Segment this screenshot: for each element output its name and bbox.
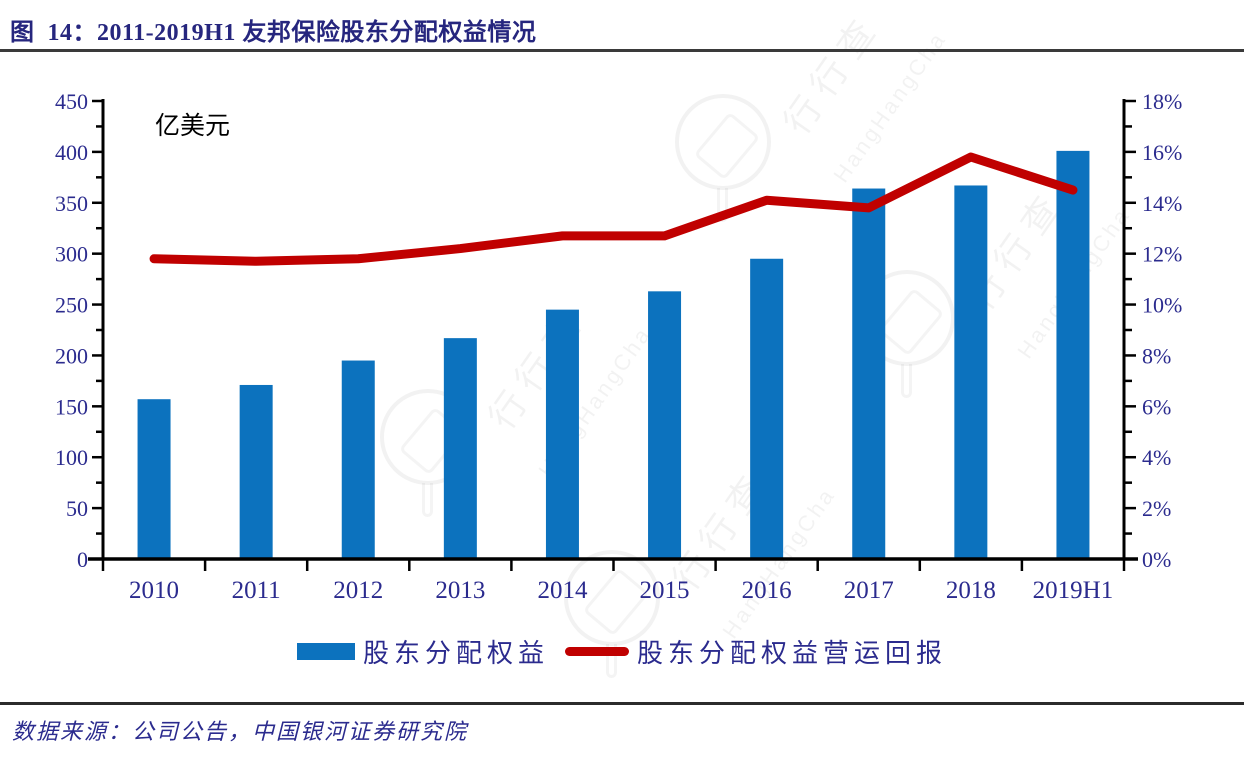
legend-item-return-line: 股东分配权益营运回报	[565, 633, 947, 670]
operating-return-line	[149, 152, 1078, 266]
bar-2017	[852, 188, 886, 560]
right-axis-tick-label: 6%	[1142, 394, 1171, 419]
right-axis-tick-label: 18%	[1142, 89, 1182, 114]
figure-title: 图 14：2011-2019H1 友邦保险股东分配权益情况	[10, 20, 537, 46]
left-axis-tick-label: 300	[55, 242, 88, 267]
right-axis-tick-label: 14%	[1142, 191, 1182, 216]
legend-line-label: 股东分配权益营运回报	[637, 639, 948, 668]
bar-2019H1	[1056, 150, 1090, 560]
right-axis-tick-label: 10%	[1142, 293, 1182, 318]
legend-bar-label: 股东分配权益	[362, 639, 549, 668]
footer-separator-rule	[0, 702, 1244, 705]
right-axis-tick-label: 0%	[1142, 547, 1171, 572]
bar-2013	[443, 338, 477, 559]
legend-line-swatch	[565, 647, 629, 656]
bar-2016	[750, 258, 784, 559]
x-axis-label-2018: 2018	[946, 577, 996, 604]
right-axis-tick-label: 12%	[1142, 242, 1182, 267]
x-axis-label-2011: 2011	[232, 577, 281, 604]
x-axis-label-2010: 2010	[129, 577, 179, 604]
legend-item-equity-bar: 股东分配权益	[296, 633, 549, 670]
x-axis-label-2015: 2015	[640, 577, 690, 604]
right-axis-tick-label: 16%	[1142, 140, 1182, 165]
left-axis-tick-label: 450	[55, 89, 88, 114]
left-axis-tick-label: 0	[77, 547, 88, 572]
left-axis-unit-label: 亿美元	[155, 112, 230, 140]
title-separator-rule	[0, 49, 1244, 52]
bar-2012	[341, 360, 375, 559]
data-source-note: 数据来源：公司公告，中国银河证券研究院	[12, 719, 469, 744]
left-axis-tick-label: 200	[55, 343, 88, 368]
left-axis-tick-label: 100	[55, 445, 88, 470]
right-axis-tick-label: 2%	[1142, 496, 1171, 521]
right-axis-tick-label: 4%	[1142, 445, 1171, 470]
x-axis-label-2016: 2016	[742, 577, 792, 604]
bar-2010	[137, 399, 171, 559]
bar-2014	[545, 309, 579, 559]
left-axis-tick-label: 250	[55, 293, 88, 318]
x-axis-label-2017: 2017	[844, 577, 894, 604]
right-axis-tick-label: 8%	[1142, 343, 1171, 368]
bar-2018	[954, 185, 988, 559]
left-axis-tick-label: 50	[66, 496, 88, 521]
left-axis-tick-label: 400	[55, 140, 88, 165]
chart-legend: 股东分配权益 股东分配权益营运回报	[0, 633, 1244, 670]
x-axis-label-2019H1: 2019H1	[1033, 577, 1114, 604]
left-axis-tick-label: 350	[55, 191, 88, 216]
x-axis-label-2013: 2013	[435, 577, 485, 604]
left-axis-tick-label: 150	[55, 394, 88, 419]
legend-bar-swatch	[296, 643, 355, 660]
bar-2015	[648, 291, 682, 559]
x-axis-label-2014: 2014	[537, 577, 588, 604]
bar-2011	[239, 384, 273, 559]
x-axis-label-2012: 2012	[333, 577, 383, 604]
